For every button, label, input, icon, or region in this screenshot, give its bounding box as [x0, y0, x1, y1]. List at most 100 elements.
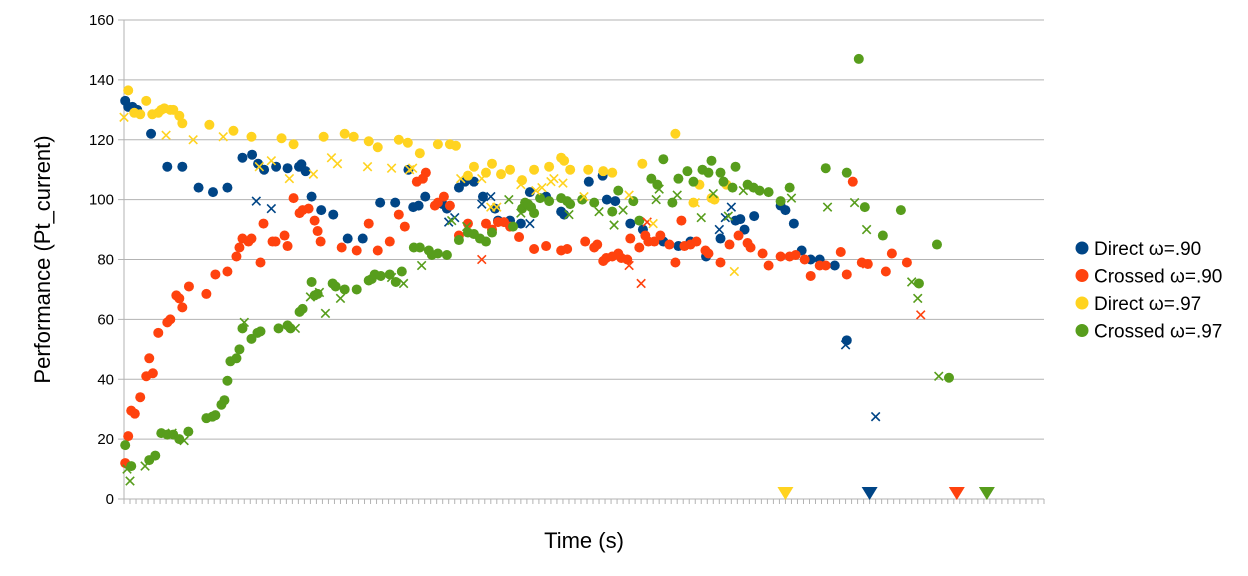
legend-swatch [1075, 324, 1089, 337]
cross-stroke [861, 259, 872, 269]
data-point [414, 148, 425, 159]
y-tick-label: 160 [89, 12, 114, 29]
data-point [931, 239, 942, 250]
cross-stroke [654, 184, 664, 194]
data-point [676, 215, 687, 226]
data-point [496, 169, 507, 180]
data-point-cross [290, 323, 301, 334]
data-point [886, 248, 897, 259]
legend-label: Crossed ω=.97 [1094, 322, 1222, 343]
cross-stroke [549, 173, 559, 184]
x-axis-minor-ticks [123, 499, 1045, 504]
data-point [363, 218, 374, 229]
data-point [372, 245, 383, 256]
data-point-cross [609, 220, 619, 230]
data-point-cross [624, 260, 634, 271]
cross-stroke [492, 202, 502, 212]
cross-stroke [558, 178, 568, 188]
data-point [637, 158, 648, 169]
data-point [625, 218, 636, 229]
data-point-cross [726, 202, 737, 212]
cross-stroke [726, 202, 737, 212]
data-point-cross [840, 340, 851, 350]
data-point [414, 242, 425, 253]
data-point [237, 152, 248, 163]
cross-stroke [636, 278, 646, 289]
data-point [607, 167, 618, 178]
data-point [309, 215, 320, 226]
cross-stroke [624, 190, 634, 200]
data-point [565, 199, 576, 210]
cross-stroke [708, 188, 719, 199]
data-point-cross [188, 134, 198, 145]
data-point-cross [477, 173, 487, 184]
cross-stroke [407, 163, 418, 173]
data-point-cross [564, 209, 574, 220]
data-point-cross [251, 196, 262, 206]
data-point-cross [672, 190, 682, 200]
end-marker-triangle [861, 487, 878, 500]
data-point-cross [416, 260, 427, 271]
data-point-cross [690, 197, 701, 208]
data-point [393, 209, 404, 220]
cross-stroke [161, 130, 171, 141]
data-point [745, 242, 756, 253]
legend-swatch [1075, 296, 1089, 310]
data-point [655, 230, 666, 241]
cross-stroke [239, 317, 250, 328]
cross-stroke [672, 190, 682, 200]
data-point [303, 203, 314, 214]
data-point [607, 206, 618, 217]
data-point [231, 251, 242, 262]
data-point [715, 233, 726, 244]
legend-entry: Crossed ω=.90 [1075, 267, 1222, 288]
cross-stroke [335, 293, 346, 304]
data-point [775, 196, 786, 207]
data-point [141, 95, 152, 106]
data-point [634, 242, 645, 253]
data-point [357, 233, 368, 244]
data-point-cross [723, 211, 734, 221]
data-point [330, 281, 341, 292]
cross-stroke [648, 218, 658, 229]
data-point [328, 209, 339, 220]
data-point [480, 167, 491, 178]
data-point [282, 163, 293, 174]
cross-stroke [531, 185, 541, 196]
data-point-cross [870, 411, 881, 422]
end-markers [777, 487, 995, 500]
data-point [271, 161, 282, 172]
data-point [150, 450, 161, 461]
y-axis-title: Performance (Pt_current) [30, 135, 55, 383]
cross-stroke [326, 152, 337, 163]
data-point [462, 170, 473, 181]
data-point-cross [266, 203, 277, 214]
data-point-cross [915, 310, 926, 320]
data-point-cross [179, 435, 189, 446]
data-point-cross [284, 173, 295, 184]
data-point [544, 161, 555, 172]
data-point [841, 269, 852, 280]
cross-stroke [386, 163, 397, 173]
data-point [610, 196, 621, 207]
data-point [270, 236, 281, 247]
data-point [487, 158, 497, 169]
data-point-cross [654, 184, 664, 194]
data-point [788, 218, 799, 229]
data-point [667, 197, 678, 208]
cross-stroke [455, 173, 466, 184]
data-point [288, 139, 299, 150]
data-point [724, 239, 735, 250]
data-point [775, 251, 786, 262]
data-point-cross [455, 173, 466, 184]
cross-stroke [305, 292, 316, 302]
cross-stroke [849, 197, 860, 208]
data-point [477, 191, 488, 202]
data-point [820, 163, 831, 174]
data-point [450, 140, 461, 151]
x-axis-title: Time (s) [544, 528, 624, 553]
data-point [146, 128, 157, 139]
cross-stroke [504, 194, 514, 205]
data-point [363, 136, 374, 147]
